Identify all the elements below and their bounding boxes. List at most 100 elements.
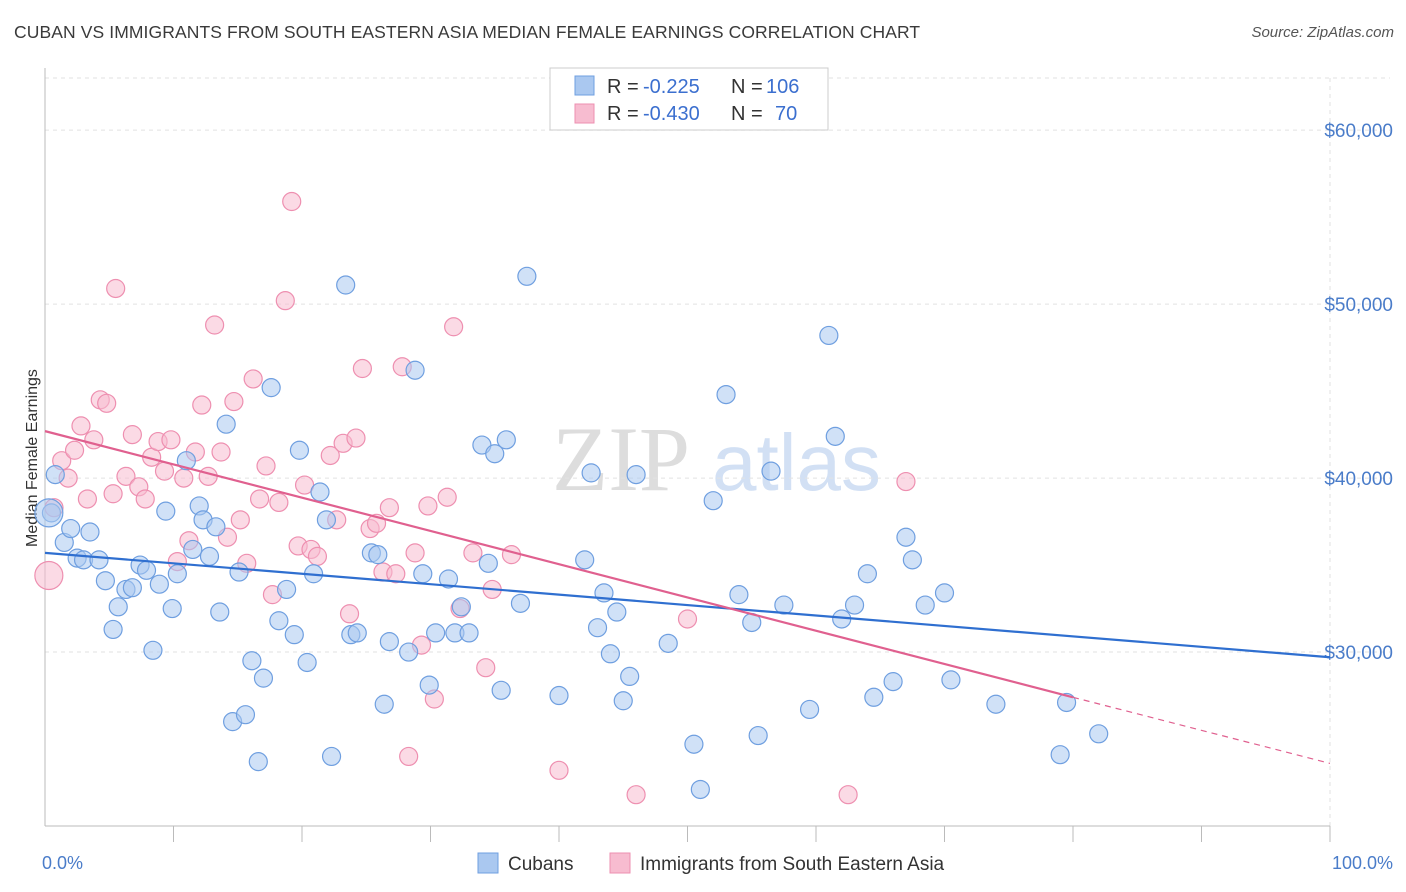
cubans-point-15 xyxy=(143,640,163,660)
cubans-point-78 xyxy=(684,734,704,754)
immigrants-point-66 xyxy=(549,760,569,780)
immigrants-point-12 xyxy=(122,425,142,445)
cubans-point-18 xyxy=(162,598,182,619)
immigrants-point-42 xyxy=(320,445,340,466)
legend-r-label-immigrants: R = xyxy=(607,103,639,125)
cubans-point-46 xyxy=(347,623,367,643)
immigrants-point-60 xyxy=(444,317,464,337)
immigrants-point-46 xyxy=(346,428,366,448)
trend-line-immigrants-extension xyxy=(1072,696,1331,764)
cubans-point-87 xyxy=(799,699,820,720)
tick-labels: $30,000 $40,000 $50,000 $60,000 0.0% 100.0% xyxy=(42,121,1393,873)
trend-line-cubans xyxy=(44,551,1331,659)
cubans-point-17 xyxy=(156,501,176,521)
cubans-point-56 xyxy=(438,569,459,589)
immigrants-point-41 xyxy=(307,546,328,566)
immigrants-point-31 xyxy=(243,369,263,389)
series-cubans-points xyxy=(34,266,1109,800)
cubans-point-85 xyxy=(761,461,781,481)
cubans-point-93 xyxy=(864,687,884,707)
cubans-point-92 xyxy=(857,564,878,584)
y-tick-label-1: $40,000 xyxy=(1324,469,1393,490)
immigrants-point-9 xyxy=(103,484,123,504)
immigrants-point-23 xyxy=(192,395,212,415)
cubans-point-16 xyxy=(149,574,169,594)
immigrants-point-10 xyxy=(106,278,126,299)
cubans-point-55 xyxy=(426,623,446,643)
trend-lines xyxy=(44,430,1331,764)
cubans-point-76 xyxy=(626,465,646,485)
cubans-point-27 xyxy=(216,414,236,434)
x-tick-label-0: 0.0% xyxy=(42,853,83,873)
immigrants-large-point-0 xyxy=(34,560,64,591)
immigrants-point-5 xyxy=(77,489,98,509)
cubans-point-63 xyxy=(491,680,511,700)
cubans-point-38 xyxy=(289,440,310,460)
watermark-zip: ZIP xyxy=(552,408,690,510)
cubans-point-66 xyxy=(517,266,537,286)
cubans-point-33 xyxy=(253,668,274,688)
legend-swatch-cubans xyxy=(574,75,595,96)
y-tick-label-0: $30,000 xyxy=(1324,643,1393,664)
cubans-point-94 xyxy=(883,672,903,692)
cubans-point-51 xyxy=(399,642,419,662)
cubans-point-10 xyxy=(108,597,128,617)
cubans-point-95 xyxy=(896,527,916,547)
chart-title: CUBAN VS IMMIGRANTS FROM SOUTH EASTERN A… xyxy=(14,22,921,42)
immigrants-point-54 xyxy=(399,746,419,767)
legend-r-label-cubans: R = xyxy=(607,76,639,98)
y-tick-label-2: $50,000 xyxy=(1324,295,1393,316)
immigrants-point-4 xyxy=(71,416,91,436)
cubans-point-41 xyxy=(310,482,330,502)
axes xyxy=(44,68,1331,842)
trend-line-immigrants xyxy=(44,430,1074,699)
immigrants-point-37 xyxy=(282,191,302,212)
cubans-point-12 xyxy=(122,578,142,598)
immigrants-point-62 xyxy=(463,543,483,563)
cubans-point-21 xyxy=(183,539,203,560)
legend-n-label-cubans: N = xyxy=(731,76,763,98)
cubans-point-77 xyxy=(658,633,678,653)
cubans-point-53 xyxy=(413,564,433,584)
chart-source: Source: ZipAtlas.com xyxy=(1251,24,1394,41)
cubans-point-59 xyxy=(459,623,479,643)
cubans-point-102 xyxy=(1056,692,1077,713)
immigrants-point-20 xyxy=(174,468,194,488)
cubans-point-101 xyxy=(1050,745,1070,765)
cubans-point-7 xyxy=(89,550,109,570)
cubans-point-100 xyxy=(986,694,1006,714)
immigrants-point-17 xyxy=(154,461,175,481)
immigrants-point-18 xyxy=(161,430,181,450)
y-axis-label: Median Female Earnings xyxy=(24,369,41,547)
cubans-point-98 xyxy=(934,583,955,603)
immigrants-point-70 xyxy=(896,471,916,492)
cubans-point-79 xyxy=(690,779,710,800)
cubans-point-24 xyxy=(199,546,220,566)
cubans-point-52 xyxy=(405,360,425,380)
cubans-point-67 xyxy=(549,685,569,706)
immigrants-point-36 xyxy=(275,291,295,311)
cubans-point-69 xyxy=(581,463,601,483)
cubans-point-88 xyxy=(819,325,839,346)
legend-r-value-cubans: -0.225 xyxy=(643,76,700,98)
cubans-point-36 xyxy=(276,579,297,600)
cubans-point-35 xyxy=(269,611,289,631)
immigrants-point-47 xyxy=(352,358,372,379)
cubans-point-68 xyxy=(575,550,595,570)
immigrants-point-35 xyxy=(269,492,289,513)
cubans-point-29 xyxy=(229,562,249,582)
immigrants-point-33 xyxy=(256,456,276,476)
cubans-point-37 xyxy=(284,625,304,645)
cubans-point-70 xyxy=(587,618,608,638)
legend-n-label-immigrants: N = xyxy=(731,103,763,125)
cubans-point-50 xyxy=(379,632,399,652)
cubans-point-74 xyxy=(613,691,633,711)
immigrants-point-29 xyxy=(230,510,250,530)
cubans-point-89 xyxy=(825,426,845,446)
cubans-point-72 xyxy=(600,644,621,664)
cubans-point-62 xyxy=(485,444,505,464)
immigrants-point-69 xyxy=(838,785,858,805)
cubans-point-58 xyxy=(451,597,471,617)
cubans-point-103 xyxy=(1089,724,1109,744)
cubans-point-43 xyxy=(321,746,342,767)
